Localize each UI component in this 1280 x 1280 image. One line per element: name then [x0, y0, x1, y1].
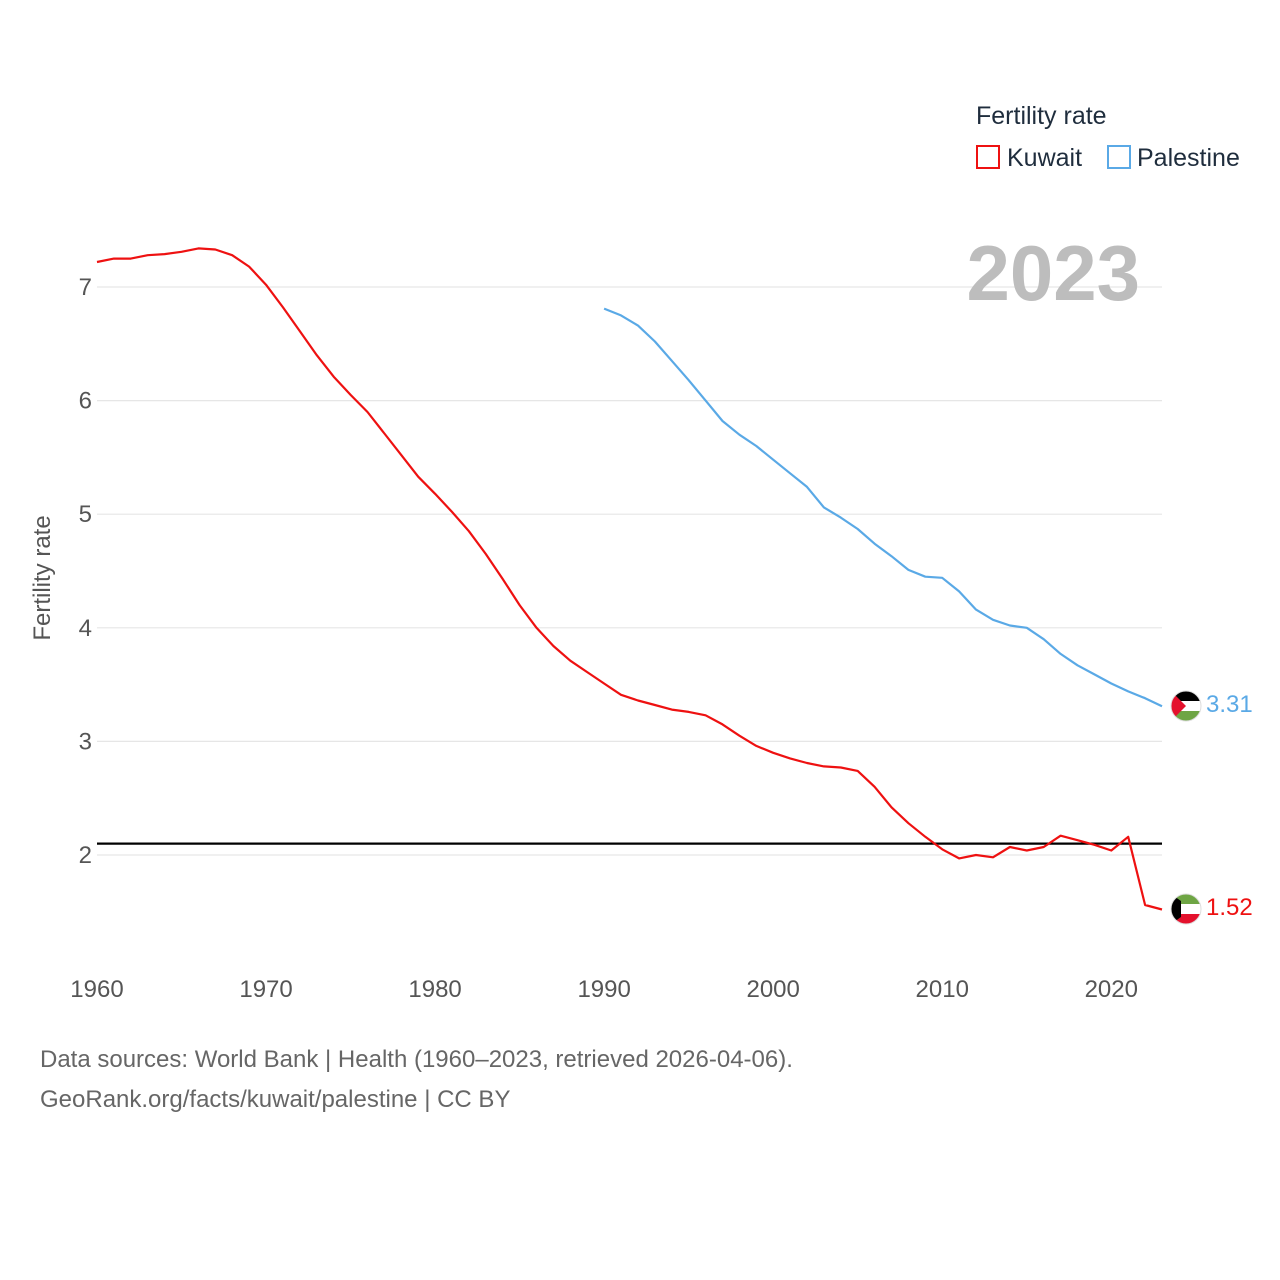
x-tick-label: 2010 — [916, 976, 969, 1003]
y-tick-label: 5 — [79, 501, 92, 528]
x-axis: 1960 1970 1980 1990 2000 2010 2020 — [70, 976, 1138, 1003]
data-source-note: Data sources: World Bank | Health (1960–… — [40, 1046, 793, 1073]
x-tick-label: 2020 — [1085, 976, 1138, 1003]
legend-swatch-kuwait — [976, 145, 1000, 169]
grid-lines — [97, 286, 1162, 856]
y-tick-label: 2 — [79, 842, 92, 869]
x-tick-label: 1990 — [577, 976, 630, 1003]
legend-label-kuwait: Kuwait — [1007, 144, 1082, 172]
y-tick-label: 7 — [79, 274, 92, 301]
y-tick-label: 3 — [79, 728, 92, 755]
series-lines — [96, 247, 1163, 911]
legend: Fertility rate Kuwait Palestine — [976, 102, 1240, 172]
attribution-link[interactable]: GeoRank.org/facts/kuwait/palestine | CC … — [40, 1086, 511, 1113]
x-tick-label: 1970 — [239, 976, 292, 1003]
legend-label-palestine: Palestine — [1137, 144, 1240, 172]
legend-swatch-palestine — [1107, 145, 1131, 169]
kuwait-end-value: 1.52 — [1206, 894, 1253, 921]
palestine-flag-icon — [1171, 691, 1201, 721]
x-tick-label: 1980 — [408, 976, 461, 1003]
series-line-kuwait — [96, 247, 1163, 911]
palestine-end-value: 3.31 — [1206, 691, 1253, 718]
y-tick-label: 6 — [79, 388, 92, 415]
year-label: 2023 — [966, 229, 1140, 317]
legend-item-palestine[interactable]: Palestine — [1107, 144, 1240, 172]
x-tick-label: 2000 — [746, 976, 799, 1003]
legend-title: Fertility rate — [976, 102, 1107, 130]
y-axis: 2 3 4 5 6 7 — [79, 274, 92, 869]
y-tick-label: 4 — [79, 615, 92, 642]
series-line-palestine — [603, 307, 1163, 708]
footer: Data sources: World Bank | Health (1960–… — [40, 1040, 793, 1120]
x-tick-label: 1960 — [70, 976, 123, 1003]
y-axis-label: Fertility rate — [29, 515, 56, 640]
legend-item-kuwait[interactable]: Kuwait — [976, 144, 1082, 172]
